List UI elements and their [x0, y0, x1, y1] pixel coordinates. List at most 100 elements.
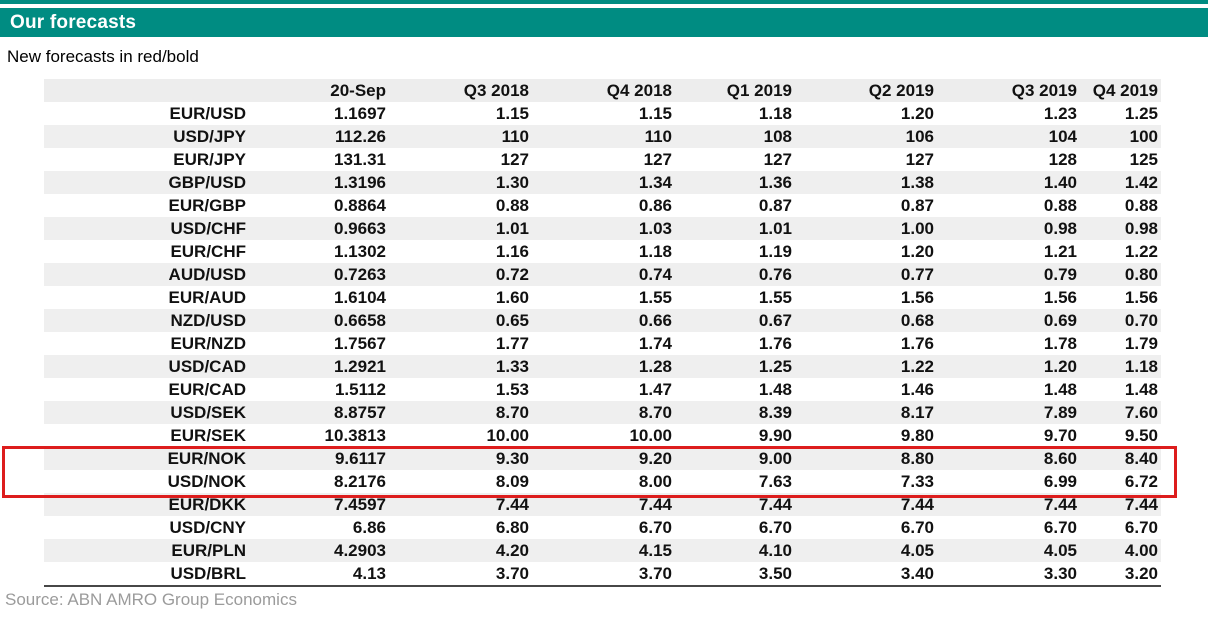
forecast-value: 1.76: [900, 334, 934, 353]
forecast-value: 1.22: [900, 357, 934, 376]
table-row: AUD/USD 0.7263 0.72 0.74 0.76 0.77 0.79 0.80: [44, 263, 1161, 286]
forecast-value: 8.70: [495, 403, 529, 422]
table-row: USD/CHF 0.9663 1.01 1.03 1.01 1.00 0.98 0.98: [44, 217, 1161, 240]
forecast-value: 7.44: [900, 495, 934, 514]
forecast-value: 8.09: [495, 472, 529, 491]
forecast-value: 1.25: [1124, 104, 1158, 123]
forecast-value: 1.48: [758, 380, 792, 399]
forecast-value: 0.6658: [334, 311, 386, 330]
forecast-value: 8.39: [758, 403, 792, 422]
forecast-value: 1.48: [1124, 380, 1158, 399]
forecast-value: 1.15: [495, 104, 529, 123]
forecast-value: 1.15: [638, 104, 672, 123]
forecast-value: 7.63: [758, 472, 792, 491]
forecast-value: 1.74: [638, 334, 672, 353]
forecast-value: 8.40: [1124, 449, 1158, 468]
forecast-value: 1.42: [1124, 173, 1158, 192]
forecast-value: 1.18: [758, 104, 792, 123]
forecast-value: 128: [1048, 150, 1077, 169]
forecast-value: 8.00: [638, 472, 672, 491]
currency-pair-label: EUR/NOK: [167, 449, 246, 468]
table-row: EUR/NOK 9.6117 9.30 9.20 9.00 8.80 8.60 8.40: [44, 447, 1161, 470]
currency-pair-label: USD/NOK: [167, 472, 246, 491]
forecast-value: 106: [905, 127, 934, 146]
forecast-value: 10.00: [486, 426, 529, 445]
forecast-value: 0.76: [758, 265, 792, 284]
forecast-value: 7.44: [495, 495, 529, 514]
forecast-value: 110: [644, 127, 672, 146]
forecast-value: 1.78: [1043, 334, 1077, 353]
forecast-value: 8.60: [1043, 449, 1077, 468]
table-row: USD/BRL 4.13 3.70 3.70 3.50 3.40 3.30 3.20: [44, 562, 1161, 586]
forecast-value: 1.03: [638, 219, 672, 238]
currency-pair-label: EUR/AUD: [168, 288, 246, 307]
forecast-value: 9.90: [758, 426, 792, 445]
table-row: GBP/USD 1.3196 1.30 1.34 1.36 1.38 1.40 1.42: [44, 171, 1161, 194]
forecast-value: 1.60: [495, 288, 529, 307]
table-row: EUR/GBP 0.8864 0.88 0.86 0.87 0.87 0.88 0.88: [44, 194, 1161, 217]
forecast-value: 1.1302: [334, 242, 386, 261]
forecast-value: 8.2176: [334, 472, 386, 491]
currency-pair-label: USD/SEK: [170, 403, 246, 422]
forecast-value: 1.20: [1043, 357, 1077, 376]
currency-pair-label: USD/CAD: [168, 357, 246, 376]
forecast-value: 127: [500, 150, 529, 169]
table-row: EUR/NZD 1.7567 1.77 1.74 1.76 1.76 1.78 1.79: [44, 332, 1161, 355]
currency-pair-label: EUR/CHF: [170, 242, 246, 261]
forecast-note: New forecasts in red/bold: [7, 47, 199, 66]
forecast-value: 1.56: [1043, 288, 1077, 307]
forecast-value: 8.8757: [334, 403, 386, 422]
forecast-value: 1.76: [758, 334, 792, 353]
forecast-value: 6.70: [900, 518, 934, 537]
forecast-value: 4.15: [638, 541, 672, 560]
quarter-column-header: Q1 2019: [726, 81, 792, 100]
quarter-column-header: Q3 2019: [1011, 81, 1077, 100]
currency-pair-label: EUR/JPY: [173, 150, 246, 169]
forecast-value: 7.89: [1043, 403, 1077, 422]
quarter-column-header: Q2 2019: [868, 81, 934, 100]
forecast-value: 6.70: [1043, 518, 1077, 537]
forecast-value: 1.47: [638, 380, 672, 399]
forecast-value: 1.3196: [334, 173, 386, 192]
forecast-value: 4.20: [495, 541, 529, 560]
forecast-value: 0.70: [1124, 311, 1158, 330]
forecast-value: 125: [1129, 150, 1158, 169]
forecast-value: 1.19: [758, 242, 792, 261]
forecast-value: 7.33: [900, 472, 934, 491]
forecast-table: 20-Sep Q3 2018 Q4 2018 Q1 2019 Q2 2019 Q3 201…: [44, 79, 1161, 587]
forecast-value: 1.23: [1043, 104, 1077, 123]
forecast-value: 1.33: [495, 357, 529, 376]
table-header-row: 20-Sep Q3 2018 Q4 2018 Q1 2019 Q2 2019 Q3 201…: [44, 79, 1161, 102]
currency-pair-label: USD/JPY: [173, 127, 246, 146]
forecast-value: 1.16: [495, 242, 529, 261]
currency-pair-label: EUR/PLN: [171, 541, 246, 560]
currency-pair-label: USD/CNY: [169, 518, 246, 537]
table-row: EUR/CAD 1.5112 1.53 1.47 1.48 1.46 1.48 1.48: [44, 378, 1161, 401]
table-row: EUR/JPY 131.31 127 127 127 127 128 125: [44, 148, 1161, 171]
table-row: NZD/USD 0.6658 0.65 0.66 0.67 0.68 0.69 0.70: [44, 309, 1161, 332]
forecast-value: 0.80: [1124, 265, 1158, 284]
forecast-value: 1.56: [1124, 288, 1158, 307]
currency-pair-label: GBP/USD: [168, 173, 246, 192]
forecast-value: 6.70: [1124, 518, 1158, 537]
forecast-value: 1.7567: [334, 334, 386, 353]
forecast-value: 0.74: [638, 265, 672, 284]
table-row: EUR/SEK 10.3813 10.00 10.00 9.90 9.80 9.70 9.50: [44, 424, 1161, 447]
forecast-value: 1.01: [758, 219, 792, 238]
forecast-value: 7.4597: [334, 495, 386, 514]
forecast-value: 3.70: [495, 564, 529, 583]
currency-pair-label: AUD/USD: [168, 265, 246, 284]
forecast-value: 8.17: [900, 403, 934, 422]
forecast-value: 4.13: [352, 564, 386, 583]
forecast-value: 6.70: [758, 518, 792, 537]
forecast-value: 1.18: [1124, 357, 1158, 376]
forecast-value: 110: [501, 127, 529, 146]
forecast-value: 6.99: [1043, 472, 1077, 491]
forecast-value: 0.68: [900, 311, 934, 330]
quarter-column-header: Q3 2018: [463, 81, 529, 100]
forecast-value: 3.40: [900, 564, 934, 583]
forecast-value: 1.5112: [334, 380, 386, 399]
forecast-value: 4.05: [1043, 541, 1077, 560]
forecast-value: 1.2921: [334, 357, 386, 376]
